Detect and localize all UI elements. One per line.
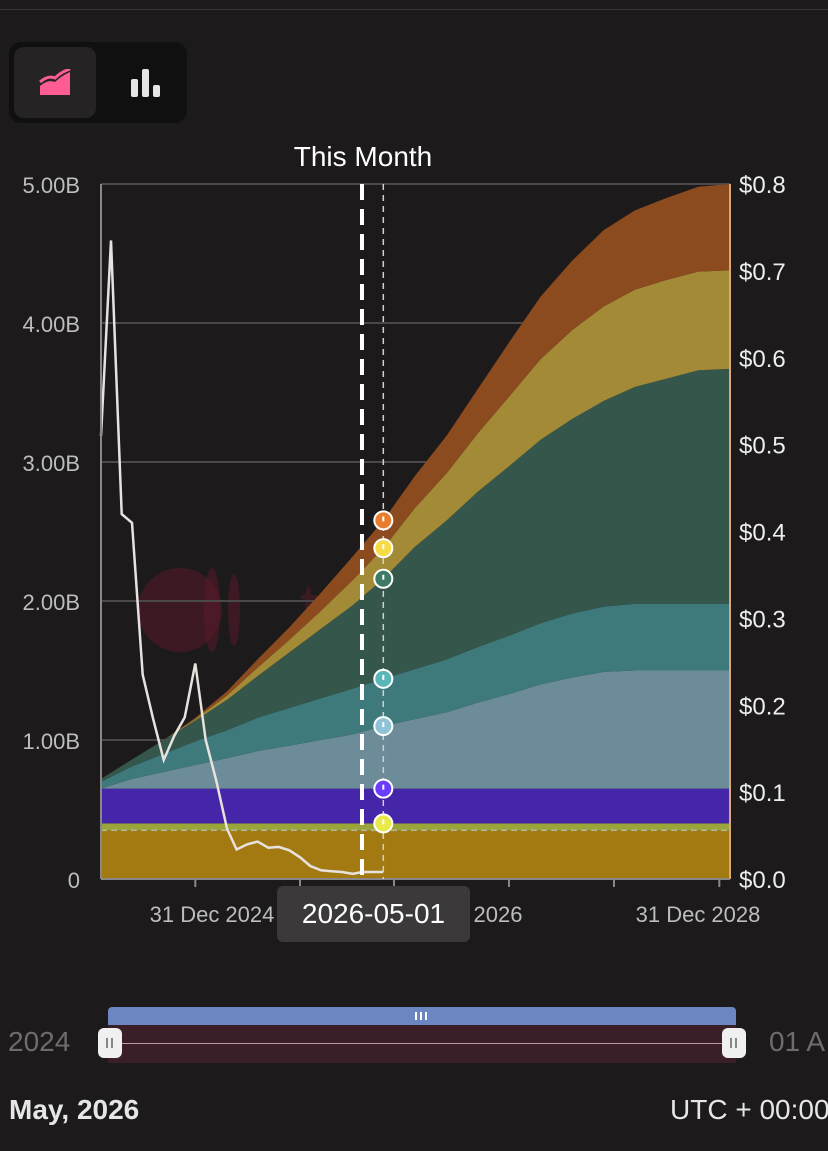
range-start-knob[interactable] [98, 1028, 122, 1058]
y-right-tick-label: $0.6 [739, 346, 786, 373]
range-end-knob[interactable] [722, 1028, 746, 1058]
y-right-tick-label: $0.4 [739, 520, 786, 547]
area-series-7 [101, 184, 730, 779]
y-left-tick-label: 0 [68, 868, 80, 893]
watermark-logo-icon [228, 574, 240, 646]
y-right-tick-label: $0.2 [739, 693, 786, 720]
area-series-6 [101, 270, 730, 779]
area-series-4 [101, 603, 730, 789]
area-series-3 [101, 670, 730, 789]
area-series-5 [101, 368, 730, 782]
bar-chart-button[interactable] [105, 47, 187, 118]
chart-type-toggle [9, 42, 187, 123]
y-right-tick-label: $0.8 [739, 172, 786, 199]
range-window[interactable] [108, 1025, 736, 1063]
current-date-tooltip: 2026-05-01 [277, 886, 470, 942]
y-right-tick-label: $0.0 [739, 867, 786, 894]
range-end-label: 01 A [769, 1026, 826, 1057]
y-right-tick-label: $0.1 [739, 780, 786, 807]
unlock-chart[interactable]: tokenomist 01.00B2.00B3.00B4.00B5.00B$0.… [0, 130, 828, 960]
grip-icon [415, 1012, 429, 1020]
price-line [99, 240, 384, 876]
area-series-1 [101, 823, 730, 831]
area-chart-icon [39, 68, 71, 95]
x-tick-label: 2026 [474, 902, 523, 927]
y-right-tick-label: $0.3 [739, 606, 786, 633]
y-left-tick-label: 2.00B [23, 590, 81, 615]
range-slider-bar[interactable] [108, 1007, 736, 1025]
range-slider[interactable]: 2024 01 A [0, 1000, 828, 1080]
area-series-0 [101, 830, 730, 879]
x-tick-label: 31 Dec 2028 [636, 902, 761, 927]
y-left-tick-label: 3.00B [23, 451, 81, 476]
current-month-label: May, 2026 [9, 1094, 140, 1125]
timezone-label[interactable]: UTC + 00:00 [670, 1094, 828, 1125]
bar-chart-icon [131, 68, 160, 97]
area-chart-button[interactable] [14, 47, 96, 118]
area-series-2 [101, 788, 730, 824]
watermark-logo-icon [138, 568, 222, 652]
y-left-tick-label: 5.00B [23, 173, 81, 198]
y-left-tick-label: 4.00B [23, 312, 81, 337]
x-tick-label: 31 Dec 2024 [150, 902, 275, 927]
range-start-label: 2024 [8, 1026, 71, 1057]
y-right-tick-label: $0.7 [739, 259, 786, 286]
y-right-tick-label: $0.5 [739, 433, 786, 460]
range-preview-line [108, 1043, 736, 1044]
y-left-tick-label: 1.00B [23, 729, 81, 754]
this-month-label: This Month [294, 141, 433, 172]
top-divider [0, 9, 828, 10]
watermark-logo-icon [204, 568, 220, 652]
